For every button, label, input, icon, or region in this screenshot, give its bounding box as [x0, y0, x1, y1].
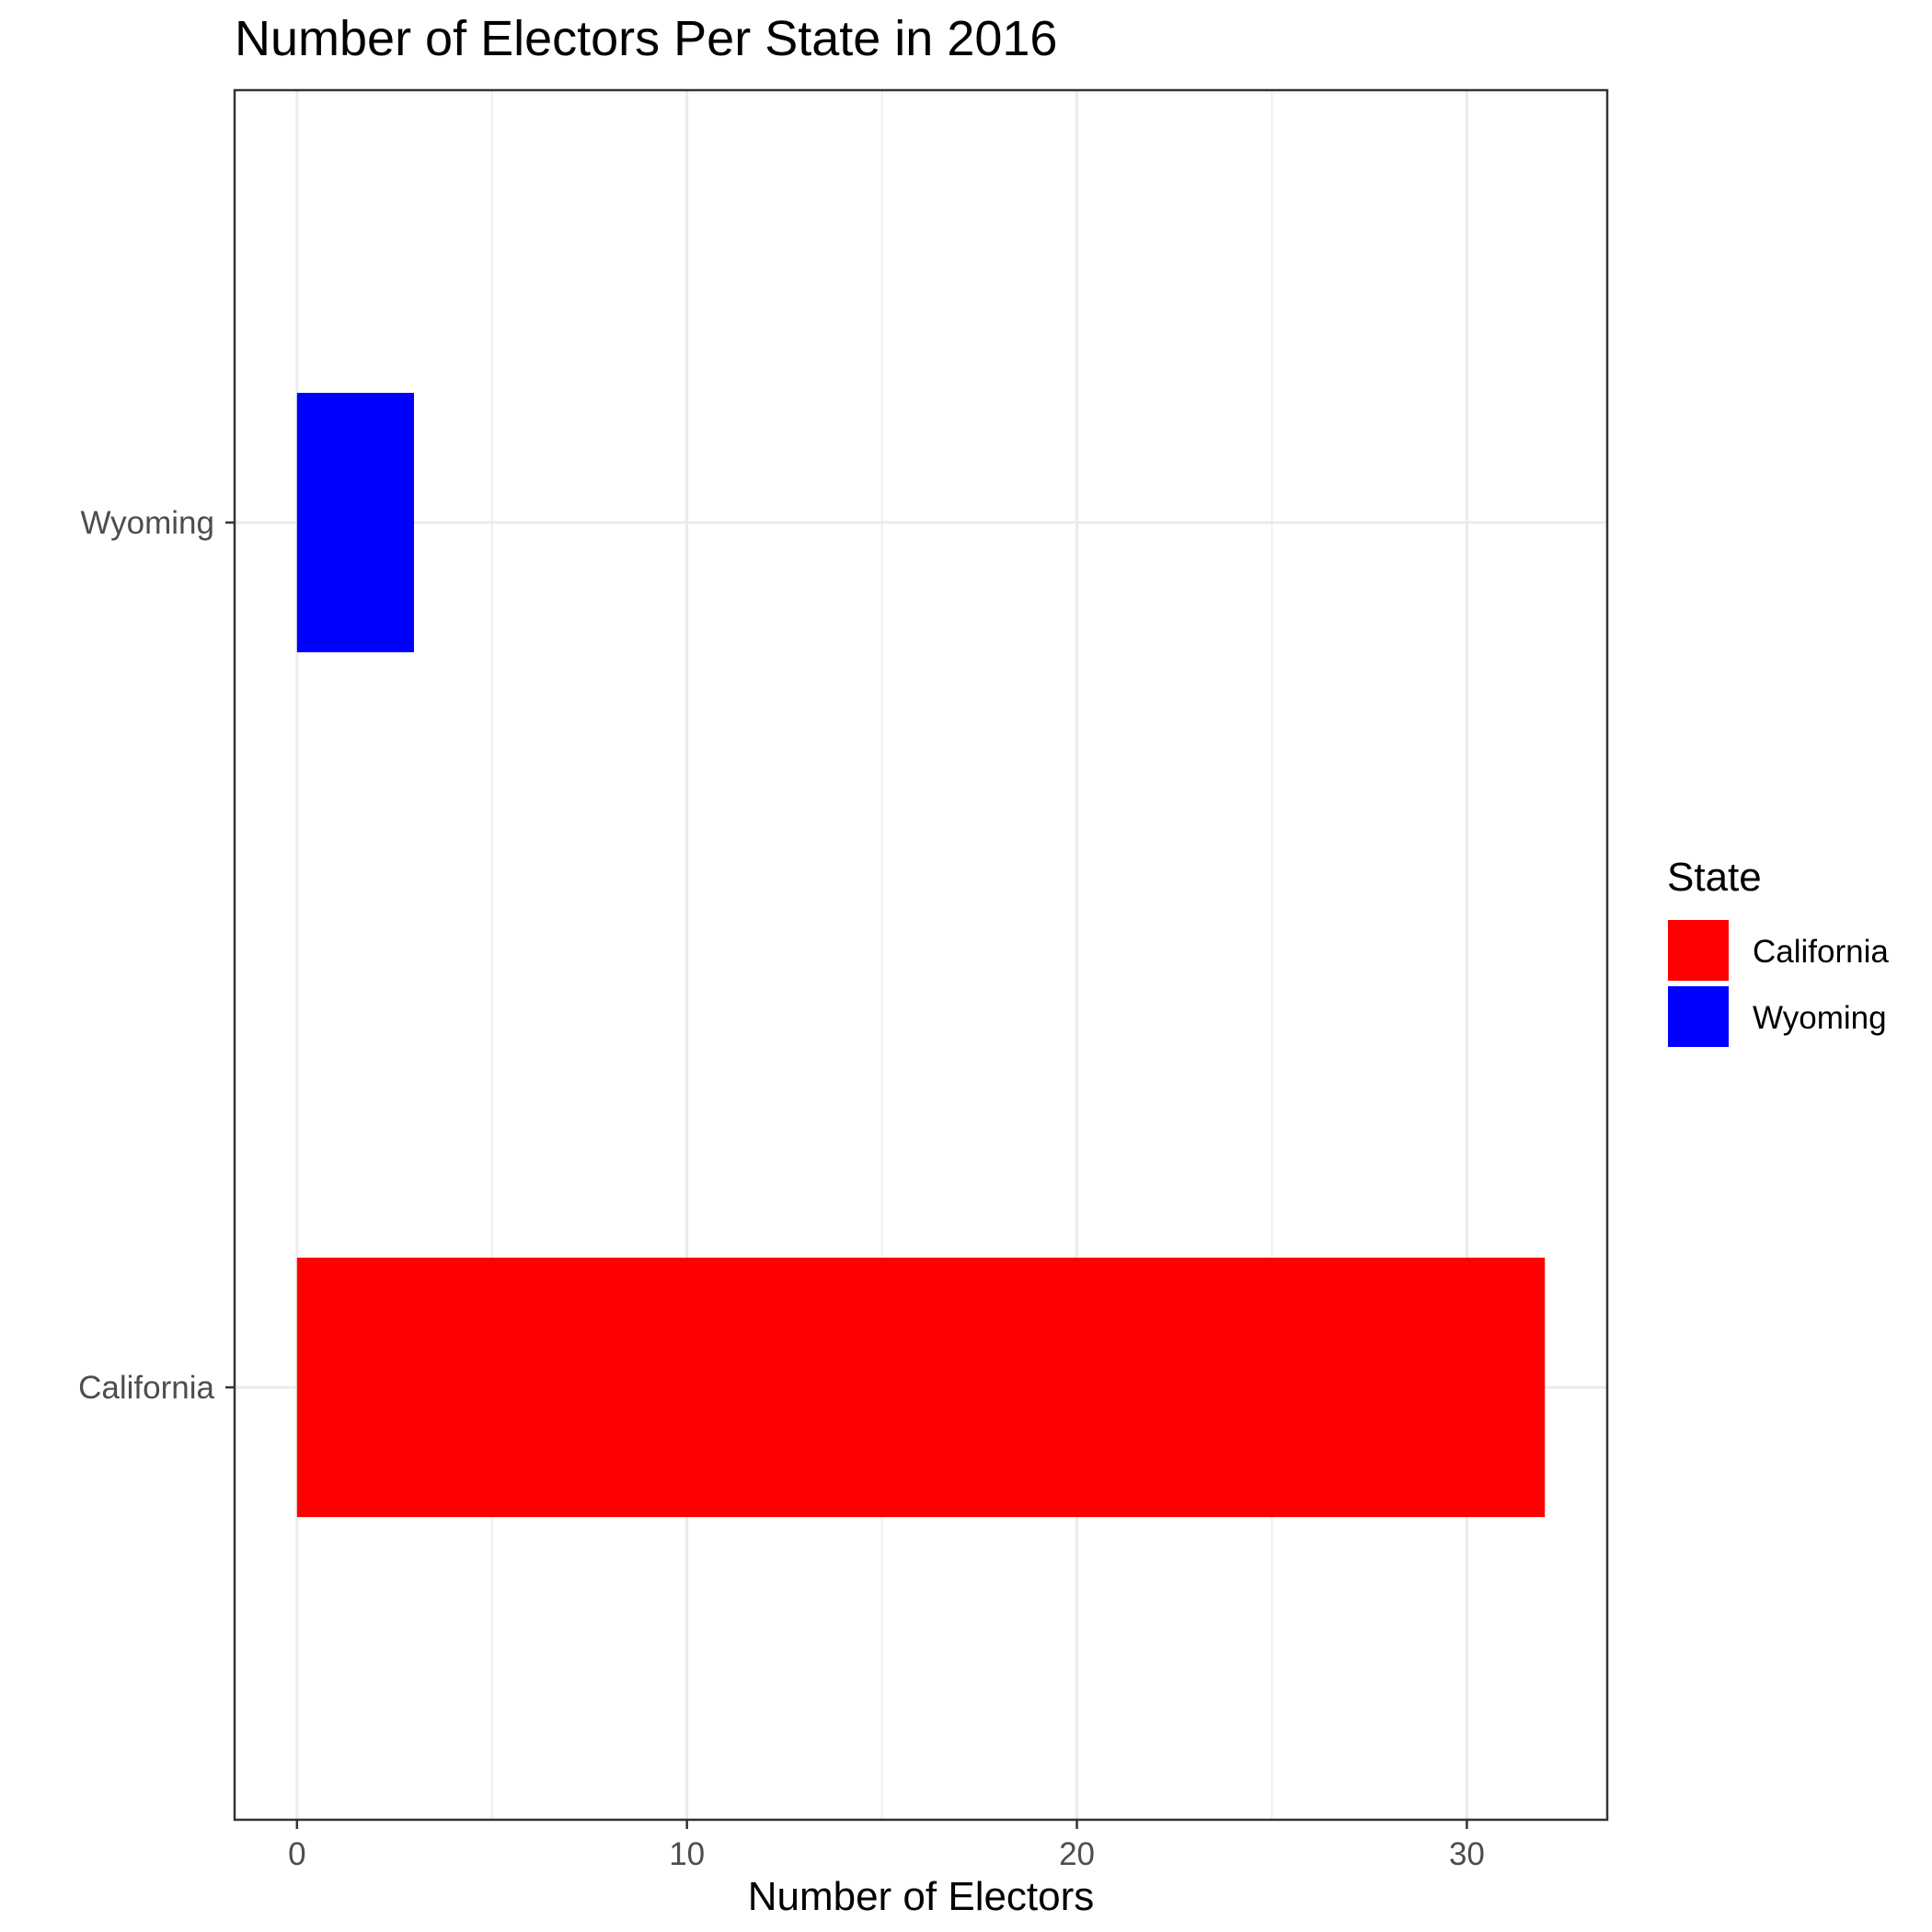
bar-wyoming	[296, 393, 414, 652]
x-tick-label: 30	[1449, 1836, 1485, 1872]
legend-key-wyoming	[1666, 984, 1731, 1049]
legend: State California Wyoming	[1666, 855, 1889, 1049]
chart-title: Number of Electors Per State in 2016	[235, 11, 1057, 66]
x-axis-title: Number of Electors	[748, 1874, 1095, 1919]
minor-gridlines	[491, 90, 1273, 1820]
major-gridlines	[235, 90, 1607, 1820]
bars	[296, 393, 1546, 1517]
y-tick-label: California	[78, 1370, 214, 1406]
legend-key-california	[1666, 918, 1731, 983]
legend-label: Wyoming	[1753, 1000, 1887, 1036]
legend-title: State	[1667, 855, 1762, 900]
legend-label: California	[1753, 934, 1889, 970]
y-axis: California Wyoming	[78, 505, 235, 1406]
legend-items: California Wyoming	[1666, 918, 1889, 1049]
bar-california	[296, 1258, 1546, 1517]
x-axis: 0 10 20 30	[288, 1820, 1485, 1872]
plot-panel-border	[233, 88, 1609, 1822]
y-tick-label: Wyoming	[80, 505, 214, 541]
x-tick-label: 10	[669, 1836, 705, 1872]
x-tick-label: 20	[1059, 1836, 1095, 1872]
x-tick-label: 0	[288, 1836, 305, 1872]
